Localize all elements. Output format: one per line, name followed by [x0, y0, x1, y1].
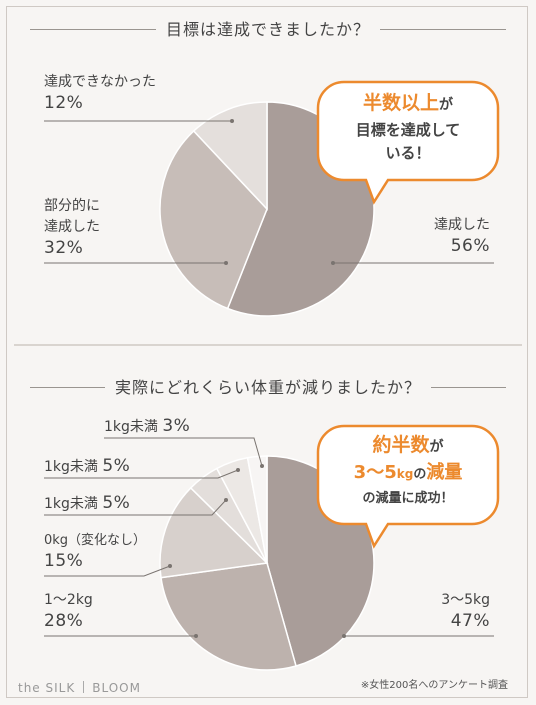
pie2-slice-1 [160, 562, 297, 671]
leader-0kg [44, 565, 171, 577]
leader-1to2kg-dot [194, 634, 198, 638]
pie2-slice-5 [246, 455, 268, 564]
chart1-label-achieved: 達成した 56% [434, 217, 490, 256]
chart1-label-partial: 部分的に 達成した 32% [44, 198, 100, 258]
chart2-title-row: 実際にどれくらい体重が減りましたか？ [30, 372, 506, 402]
figure-frame [6, 6, 528, 698]
leader-under1kg-a [44, 499, 227, 516]
chart1-label-failed: 達成できなかった 12% [44, 74, 156, 113]
leader-under1kg-b [44, 469, 239, 479]
leader-under1kg-a-dot [224, 498, 228, 502]
chart2-label-under1kg-b: 1kg未満 5% [44, 456, 131, 476]
section-divider [14, 344, 522, 346]
chart1-callout: 半数以上が 目標を達成して いる！ [355, 92, 461, 162]
leader-partial-dot [224, 261, 228, 265]
callout-bubbles [316, 80, 500, 549]
pie1-slice-1 [159, 129, 268, 310]
pie2-slice-2 [159, 486, 269, 579]
leader-0kg-dot [168, 564, 172, 568]
chart2-title: 実際にどれくらい体重が減りましたか？ [104, 378, 431, 397]
chart1-title-row: 目標は達成できましたか？ [30, 14, 506, 44]
chart2-label-under1kg-c: 1kg未満 3% [104, 416, 191, 436]
leader-lines [44, 119, 494, 638]
chart2-callout: 約半数が 3〜5kgの減量 の減量に成功！ [353, 434, 463, 506]
survey-note: ※女性200名へのアンケート調査 [360, 680, 508, 691]
callout-bubble-1 [316, 80, 500, 205]
callout-bubble-2 [316, 424, 500, 549]
leader-under1kg-b-dot [236, 468, 240, 472]
pie1-slice-2 [192, 101, 268, 211]
leader-under1kg-c [104, 437, 263, 467]
chart2-label-under1kg-a: 1kg未満 5% [44, 493, 131, 513]
leader-achieved-dot [331, 261, 335, 265]
brand-logo: the SILK BLOOM [18, 681, 141, 695]
leader-under1kg-c-dot [260, 464, 264, 468]
leader-3to5kg-dot [342, 634, 346, 638]
chart2-label-3to5kg: 3〜5kg 47% [441, 592, 490, 631]
chart2-label-1to2kg: 1〜2kg 28% [44, 592, 93, 631]
chart1-title: 目標は達成できましたか？ [155, 20, 380, 39]
leader-failed-dot [230, 119, 234, 123]
chart2-label-0kg: 0kg（変化なし） 15% [44, 533, 147, 571]
